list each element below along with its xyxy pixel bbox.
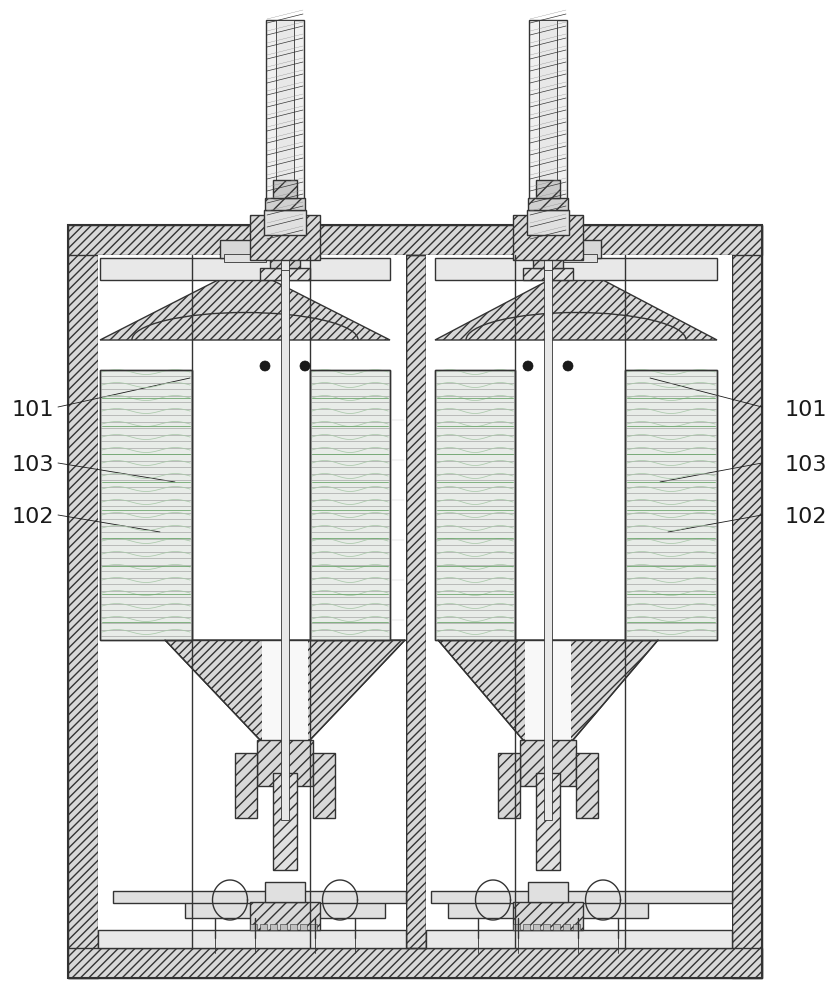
Bar [529, 20, 567, 245]
Bar [270, 924, 277, 930]
Bar [533, 924, 540, 930]
Bar [98, 255, 406, 948]
Polygon shape [68, 948, 762, 978]
Text: 102: 102 [12, 507, 55, 527]
Bar [448, 893, 528, 918]
Bar [113, 891, 406, 903]
Bar [551, 240, 601, 258]
Polygon shape [68, 225, 762, 255]
Text: 103: 103 [785, 455, 828, 475]
Bar [426, 255, 732, 948]
Bar [525, 640, 571, 740]
Bar [185, 893, 265, 918]
Bar [98, 930, 406, 948]
Polygon shape [100, 280, 390, 340]
Bar [498, 753, 520, 818]
Bar [435, 258, 717, 280]
Bar [536, 180, 560, 198]
Circle shape [523, 361, 533, 371]
Bar [523, 924, 530, 930]
Bar [573, 924, 580, 930]
Bar [100, 258, 390, 280]
Bar [273, 180, 297, 198]
Bar [513, 215, 583, 260]
Bar [68, 225, 762, 978]
Bar [305, 893, 385, 918]
Bar [553, 924, 560, 930]
Bar [250, 215, 320, 260]
Bar [568, 893, 648, 918]
Bar [265, 198, 305, 210]
Text: 101: 101 [785, 400, 828, 420]
Bar [576, 753, 598, 818]
Bar [281, 270, 289, 820]
Bar [264, 210, 306, 235]
Bar [426, 930, 732, 948]
Bar [257, 740, 313, 786]
Bar [300, 924, 307, 930]
Bar [543, 924, 550, 930]
Bar [406, 255, 426, 948]
Bar [281, 220, 289, 280]
Bar [431, 891, 732, 903]
Bar [290, 924, 297, 930]
Polygon shape [732, 225, 762, 978]
Bar [625, 370, 717, 640]
Bar [555, 254, 597, 262]
Bar [539, 20, 557, 245]
Bar [520, 740, 576, 786]
Bar [310, 924, 317, 930]
Bar [270, 238, 300, 268]
Circle shape [563, 361, 573, 371]
Bar [544, 270, 552, 820]
Polygon shape [435, 280, 717, 340]
Bar [260, 268, 310, 280]
Bar [310, 370, 390, 640]
Text: 102: 102 [785, 507, 828, 527]
Bar [527, 210, 569, 235]
Bar [224, 254, 266, 262]
Bar [310, 370, 390, 640]
Bar [536, 772, 560, 870]
Bar [528, 198, 568, 210]
Bar [266, 20, 304, 245]
Bar [262, 640, 308, 740]
Bar [100, 370, 192, 640]
Bar [563, 924, 570, 930]
Bar [435, 370, 515, 640]
Bar [544, 220, 552, 280]
Polygon shape [406, 255, 426, 948]
Bar [533, 238, 563, 268]
Bar [523, 268, 573, 280]
Bar [100, 370, 192, 640]
Bar [435, 370, 515, 640]
Polygon shape [438, 640, 658, 740]
Bar [220, 240, 270, 258]
Circle shape [260, 361, 270, 371]
Bar [260, 924, 267, 930]
Bar [513, 902, 583, 930]
Bar [276, 20, 294, 245]
Bar [513, 924, 520, 930]
Text: 103: 103 [12, 455, 55, 475]
Bar [528, 882, 568, 902]
Bar [235, 753, 257, 818]
Bar [313, 753, 335, 818]
Polygon shape [165, 640, 405, 740]
Polygon shape [68, 225, 98, 978]
Circle shape [300, 361, 310, 371]
Text: 101: 101 [12, 400, 55, 420]
Bar [265, 882, 305, 902]
Bar [273, 772, 297, 870]
Bar [250, 902, 320, 930]
Bar [280, 924, 287, 930]
Bar [625, 370, 717, 640]
Bar [250, 924, 257, 930]
